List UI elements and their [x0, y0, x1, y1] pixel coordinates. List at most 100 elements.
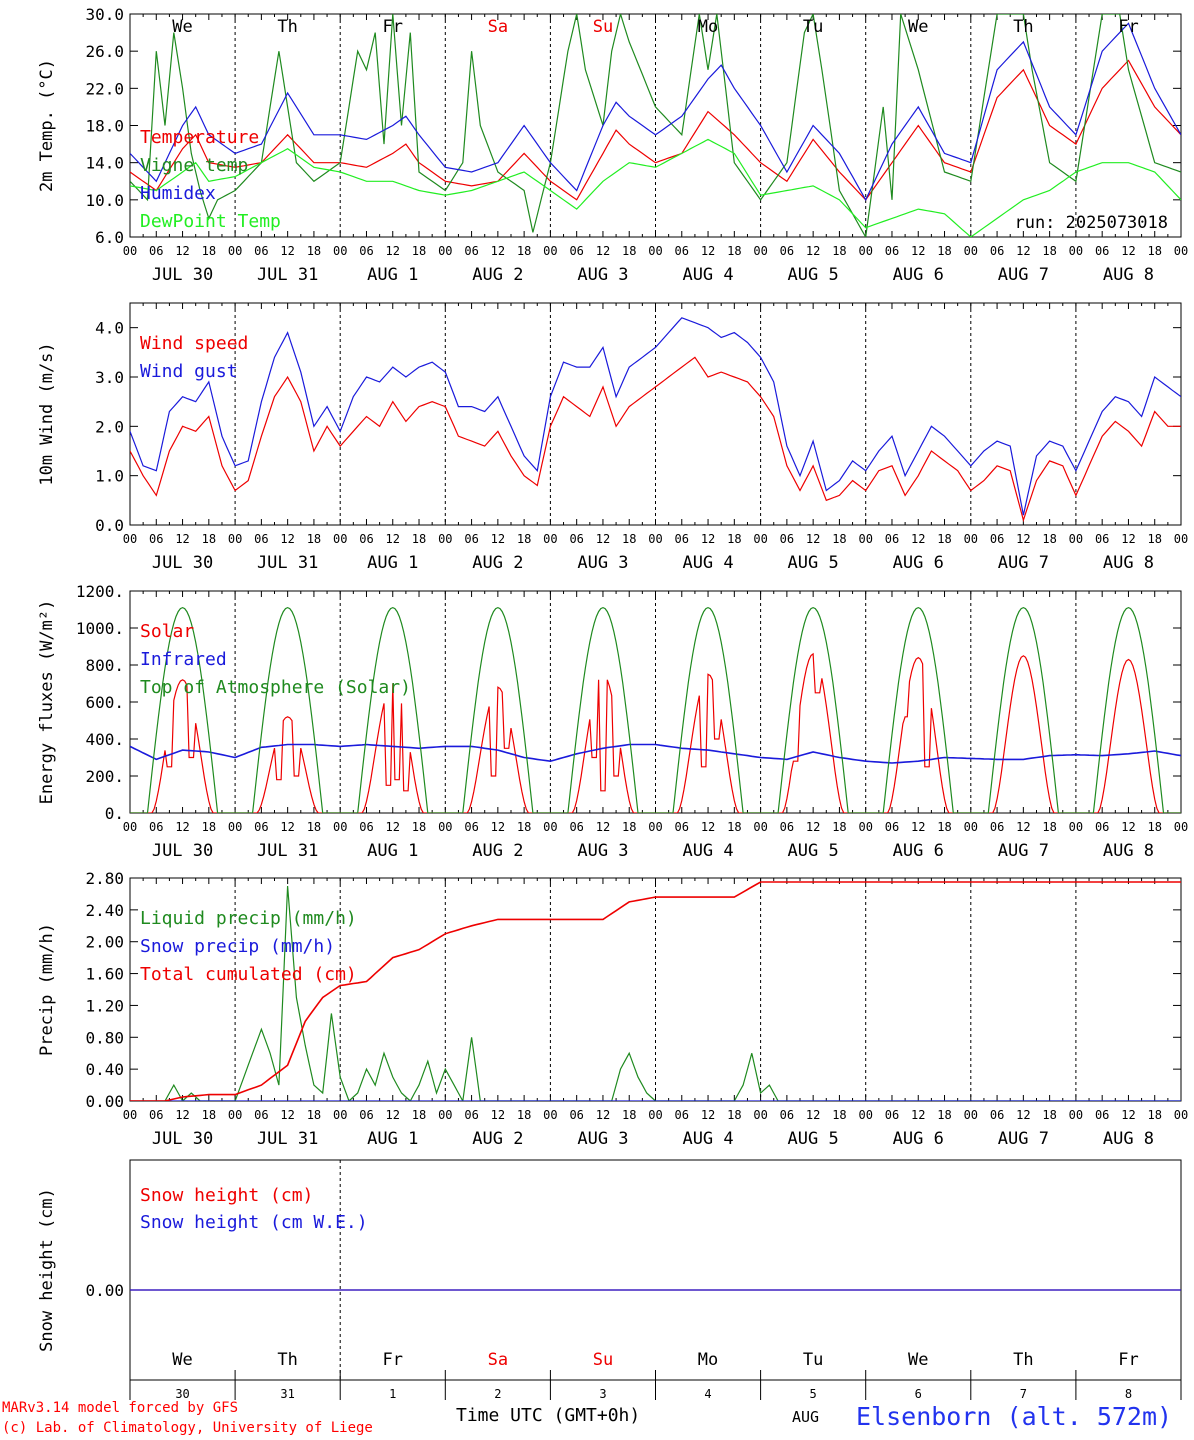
hour-tick-label: 00 — [1069, 244, 1083, 258]
hour-tick-label: 18 — [937, 244, 951, 258]
hour-tick-label: 18 — [1147, 532, 1161, 546]
hour-tick-label: 06 — [780, 820, 794, 834]
hour-tick-label: 06 — [1095, 820, 1109, 834]
day-of-week-label-bottom: Fr — [383, 1350, 403, 1370]
series-line — [130, 881, 1181, 1101]
hour-tick-label: 12 — [806, 244, 820, 258]
run-label: run: 2025073018 — [1014, 213, 1168, 233]
date-label: AUG 2 — [472, 553, 523, 573]
hour-tick-label: 18 — [517, 820, 531, 834]
hour-tick-label: 12 — [596, 532, 610, 546]
hour-tick-label: 18 — [727, 244, 741, 258]
legend-entry: Wind speed — [140, 333, 248, 354]
hour-tick-label: 06 — [885, 820, 899, 834]
date-label: AUG 5 — [788, 841, 839, 861]
hour-tick-label: 12 — [280, 532, 294, 546]
series-group — [130, 881, 1181, 1101]
hour-tick-label: 06 — [1095, 1108, 1109, 1122]
hour-tick-label: 12 — [701, 532, 715, 546]
day-number-label: 6 — [915, 1387, 922, 1400]
model-credit: MARv3.14 model forced by GFS — [2, 1400, 239, 1416]
day-number-label: 31 — [280, 1387, 294, 1400]
date-label: AUG 4 — [682, 553, 733, 573]
hour-tick-label: 00 — [648, 244, 662, 258]
y-tick-label: 600. — [85, 693, 124, 712]
hour-tick-label: 00 — [333, 532, 347, 546]
y-axis-label: 10m Wind (m/s) — [37, 342, 57, 485]
date-label: JUL 30 — [152, 553, 213, 573]
hour-tick-label: 00 — [648, 532, 662, 546]
hour-tick-label: 12 — [1121, 532, 1135, 546]
legend-entry: Liquid precip (mm/h) — [140, 908, 357, 929]
hour-tick-label: 00 — [858, 820, 872, 834]
day-number-label: 7 — [1020, 1387, 1027, 1400]
legend-entry: Snow height (cm W.E.) — [140, 1212, 368, 1233]
y-tick-label: 800. — [85, 656, 124, 675]
hour-tick-label: 00 — [543, 532, 557, 546]
date-label: AUG 2 — [472, 1129, 523, 1149]
series-line — [130, 59, 1181, 201]
hour-tick-label: 06 — [359, 1108, 373, 1122]
day-number-label: 30 — [175, 1387, 189, 1400]
y-tick-label: 0.80 — [85, 1028, 124, 1047]
hour-tick-label: 12 — [911, 820, 925, 834]
hour-tick-label: 06 — [569, 244, 583, 258]
hour-tick-label: 06 — [990, 1108, 1004, 1122]
hour-tick-label: 18 — [937, 820, 951, 834]
y-tick-label: 1.20 — [85, 996, 124, 1015]
hour-tick-label: 18 — [832, 244, 846, 258]
date-label: AUG 7 — [998, 553, 1049, 573]
series-group — [130, 14, 1181, 237]
hour-tick-label: 06 — [675, 1108, 689, 1122]
date-label: JUL 30 — [152, 265, 213, 285]
y-tick-label: 1000. — [76, 619, 124, 638]
hour-tick-label: 06 — [885, 532, 899, 546]
hour-tick-label: 00 — [648, 1108, 662, 1122]
chart-panel-3: 00 06 12 18 00 06 12 18 00 06 12 18 00 06 12 18 00 06 12 18… — [37, 582, 1188, 861]
hour-tick-label: 00 — [648, 820, 662, 834]
series-line — [130, 138, 1181, 237]
legend-entry: Snow precip (mm/h) — [140, 936, 335, 957]
legend-entry: Humidex — [140, 183, 216, 204]
day-of-week-label-bottom: Tu — [803, 1350, 823, 1370]
hour-tick-label: 06 — [149, 244, 163, 258]
hour-tick-label: 00 — [753, 532, 767, 546]
hour-tick-label: 06 — [359, 244, 373, 258]
y-tick-label: 200. — [85, 767, 124, 786]
hour-tick-label: 06 — [675, 244, 689, 258]
date-label: AUG 8 — [1103, 265, 1154, 285]
hour-tick-label: 18 — [622, 244, 636, 258]
hour-tick-label: 12 — [386, 532, 400, 546]
station-label: Elsenborn (alt. 572m) — [856, 1402, 1173, 1431]
hour-tick-label: 06 — [780, 532, 794, 546]
hour-tick-label: 06 — [675, 820, 689, 834]
series-line — [130, 356, 1181, 523]
hour-tick-label: 12 — [386, 820, 400, 834]
hour-tick-label: 00 — [438, 244, 452, 258]
y-tick-label: 0.40 — [85, 1060, 124, 1079]
day-of-week-label-bottom: Fr — [1118, 1350, 1138, 1370]
hour-tick-label: 18 — [1042, 820, 1056, 834]
hour-tick-label: 06 — [254, 820, 268, 834]
date-label: AUG 6 — [893, 1129, 944, 1149]
hour-tick-label: 12 — [701, 1108, 715, 1122]
hour-tick-label: 00 — [964, 820, 978, 834]
hour-tick-label: 12 — [596, 1108, 610, 1122]
legend-entry: Snow height (cm) — [140, 1185, 313, 1206]
hour-tick-label: 12 — [491, 244, 505, 258]
day-of-week-label-bottom: Sa — [488, 1350, 508, 1370]
hour-tick-label: 06 — [885, 244, 899, 258]
y-tick-label: 0.00 — [85, 1092, 124, 1111]
hour-tick-label: 00 — [858, 532, 872, 546]
hour-tick-label: 06 — [990, 532, 1004, 546]
hour-tick-label: 12 — [175, 532, 189, 546]
hour-tick-label: 18 — [727, 1108, 741, 1122]
hour-tick-label: 18 — [202, 532, 216, 546]
hour-tick-label: 18 — [412, 820, 426, 834]
legend-entry: Top of Atmosphere (Solar) — [140, 677, 411, 698]
date-label: JUL 31 — [257, 553, 318, 573]
date-label: AUG 2 — [472, 265, 523, 285]
hour-tick-label: 06 — [149, 820, 163, 834]
day-number-label: 1 — [389, 1387, 396, 1400]
hour-tick-label: 18 — [1042, 532, 1056, 546]
